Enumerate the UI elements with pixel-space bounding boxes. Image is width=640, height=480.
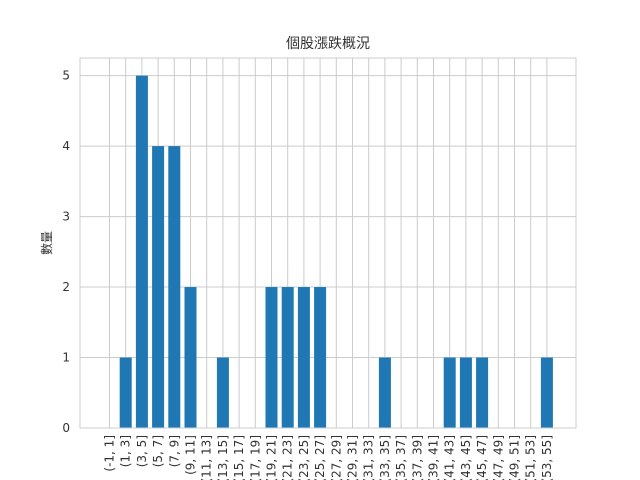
x-tick-label: (53, 55]	[540, 435, 554, 480]
y-tick-label: 3	[62, 210, 70, 224]
bar	[168, 146, 181, 428]
x-tick-label: (43, 45]	[459, 435, 473, 480]
x-tick-label: (33, 35]	[378, 435, 392, 480]
x-tick-label: (35, 37]	[394, 435, 408, 480]
x-tick-label: (5, 7]	[151, 435, 165, 467]
x-tick-label: (13, 15]	[216, 435, 230, 480]
x-tick-label: (25, 27]	[313, 435, 327, 480]
x-tick-labels: (-1, 1] (1, 3] (3, 5] (5, 7] (7, 9] (9, 11] (1…	[103, 435, 554, 480]
x-tick-label: (9, 11]	[184, 435, 198, 475]
x-tick-label: (19, 21]	[265, 435, 279, 480]
x-tick-label: (-1, 1]	[103, 435, 117, 472]
chart-title: 個股漲跌概況	[286, 36, 370, 52]
x-tick-label: (45, 47]	[475, 435, 489, 480]
bar	[378, 357, 391, 428]
x-tick-label: (51, 53]	[524, 435, 538, 480]
bar	[314, 287, 327, 428]
bar	[119, 357, 132, 428]
bar	[476, 357, 489, 428]
plot-frame	[79, 57, 577, 429]
bar	[281, 287, 294, 428]
y-tick-label: 5	[62, 69, 70, 83]
bar	[265, 287, 278, 428]
x-tick-label: (39, 41]	[427, 435, 441, 480]
x-tick-label: (3, 5]	[135, 435, 149, 467]
y-axis-label: 數量	[40, 231, 54, 255]
y-tick-label: 4	[62, 139, 70, 153]
x-tick-label: (27, 29]	[329, 435, 343, 480]
x-tick-label: (7, 9]	[167, 435, 181, 467]
x-tick-label: (1, 3]	[119, 435, 133, 467]
bar	[297, 287, 310, 428]
x-tick-label: (41, 43]	[443, 435, 457, 480]
bar	[540, 357, 553, 428]
x-tick-label: (49, 51]	[508, 435, 522, 480]
y-tick-label: 2	[62, 280, 70, 294]
x-tick-label: (21, 23]	[281, 435, 295, 480]
x-tick-label: (15, 17]	[232, 435, 246, 480]
bar	[184, 287, 197, 428]
y-tick-label: 1	[62, 351, 70, 365]
y-tick-labels: 0 1 2 3 4 5	[62, 69, 70, 435]
bar	[459, 357, 472, 428]
y-tick-label: 0	[62, 421, 70, 435]
x-tick-label: (37, 39]	[410, 435, 424, 480]
x-tick-label: (23, 25]	[297, 435, 311, 480]
bars	[119, 75, 553, 428]
bar	[152, 146, 165, 428]
bar	[443, 357, 456, 428]
x-tick-label: (17, 19]	[248, 435, 262, 480]
x-tick-label: (47, 49]	[491, 435, 505, 480]
x-tick-label: (31, 33]	[362, 435, 376, 480]
bar	[135, 75, 148, 428]
x-tick-label: (29, 31]	[346, 435, 360, 480]
x-tick-label: (11, 13]	[200, 435, 214, 480]
bar	[216, 357, 229, 428]
